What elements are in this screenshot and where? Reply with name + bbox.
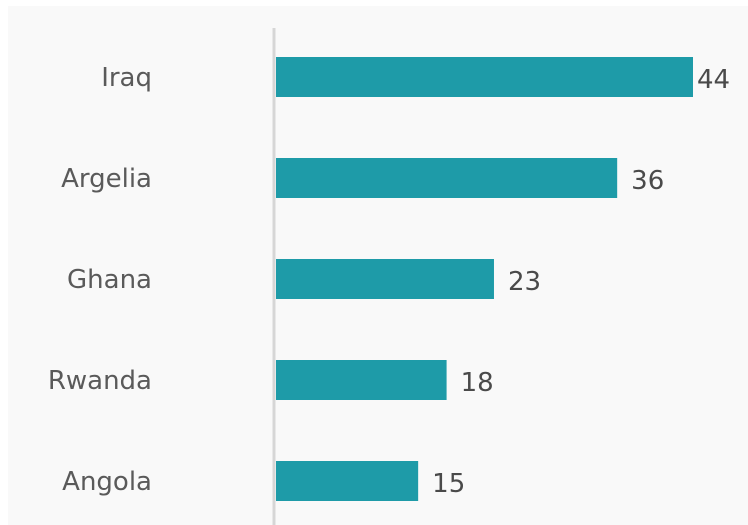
bars-layer	[276, 57, 693, 501]
bar-angola	[276, 461, 419, 501]
value-label-iraq: 44	[697, 65, 730, 95]
value-label-ghana: 23	[508, 267, 541, 297]
bar-iraq	[276, 57, 693, 97]
value-label-angola: 15	[432, 469, 465, 499]
value-label-rwanda: 18	[461, 368, 494, 398]
category-label-rwanda: Rwanda	[48, 366, 152, 396]
bar-argelia	[276, 158, 618, 198]
value-labels: 44 36 23 18 15	[432, 65, 730, 499]
category-labels: Iraq Argelia Ghana Rwanda Angola	[48, 63, 152, 497]
bar-ghana	[276, 259, 494, 299]
category-label-ghana: Ghana	[67, 265, 152, 295]
category-label-iraq: Iraq	[101, 63, 152, 93]
category-label-argelia: Argelia	[61, 164, 152, 194]
bar-rwanda	[276, 360, 447, 400]
value-label-argelia: 36	[631, 166, 664, 196]
category-label-angola: Angola	[62, 467, 152, 497]
